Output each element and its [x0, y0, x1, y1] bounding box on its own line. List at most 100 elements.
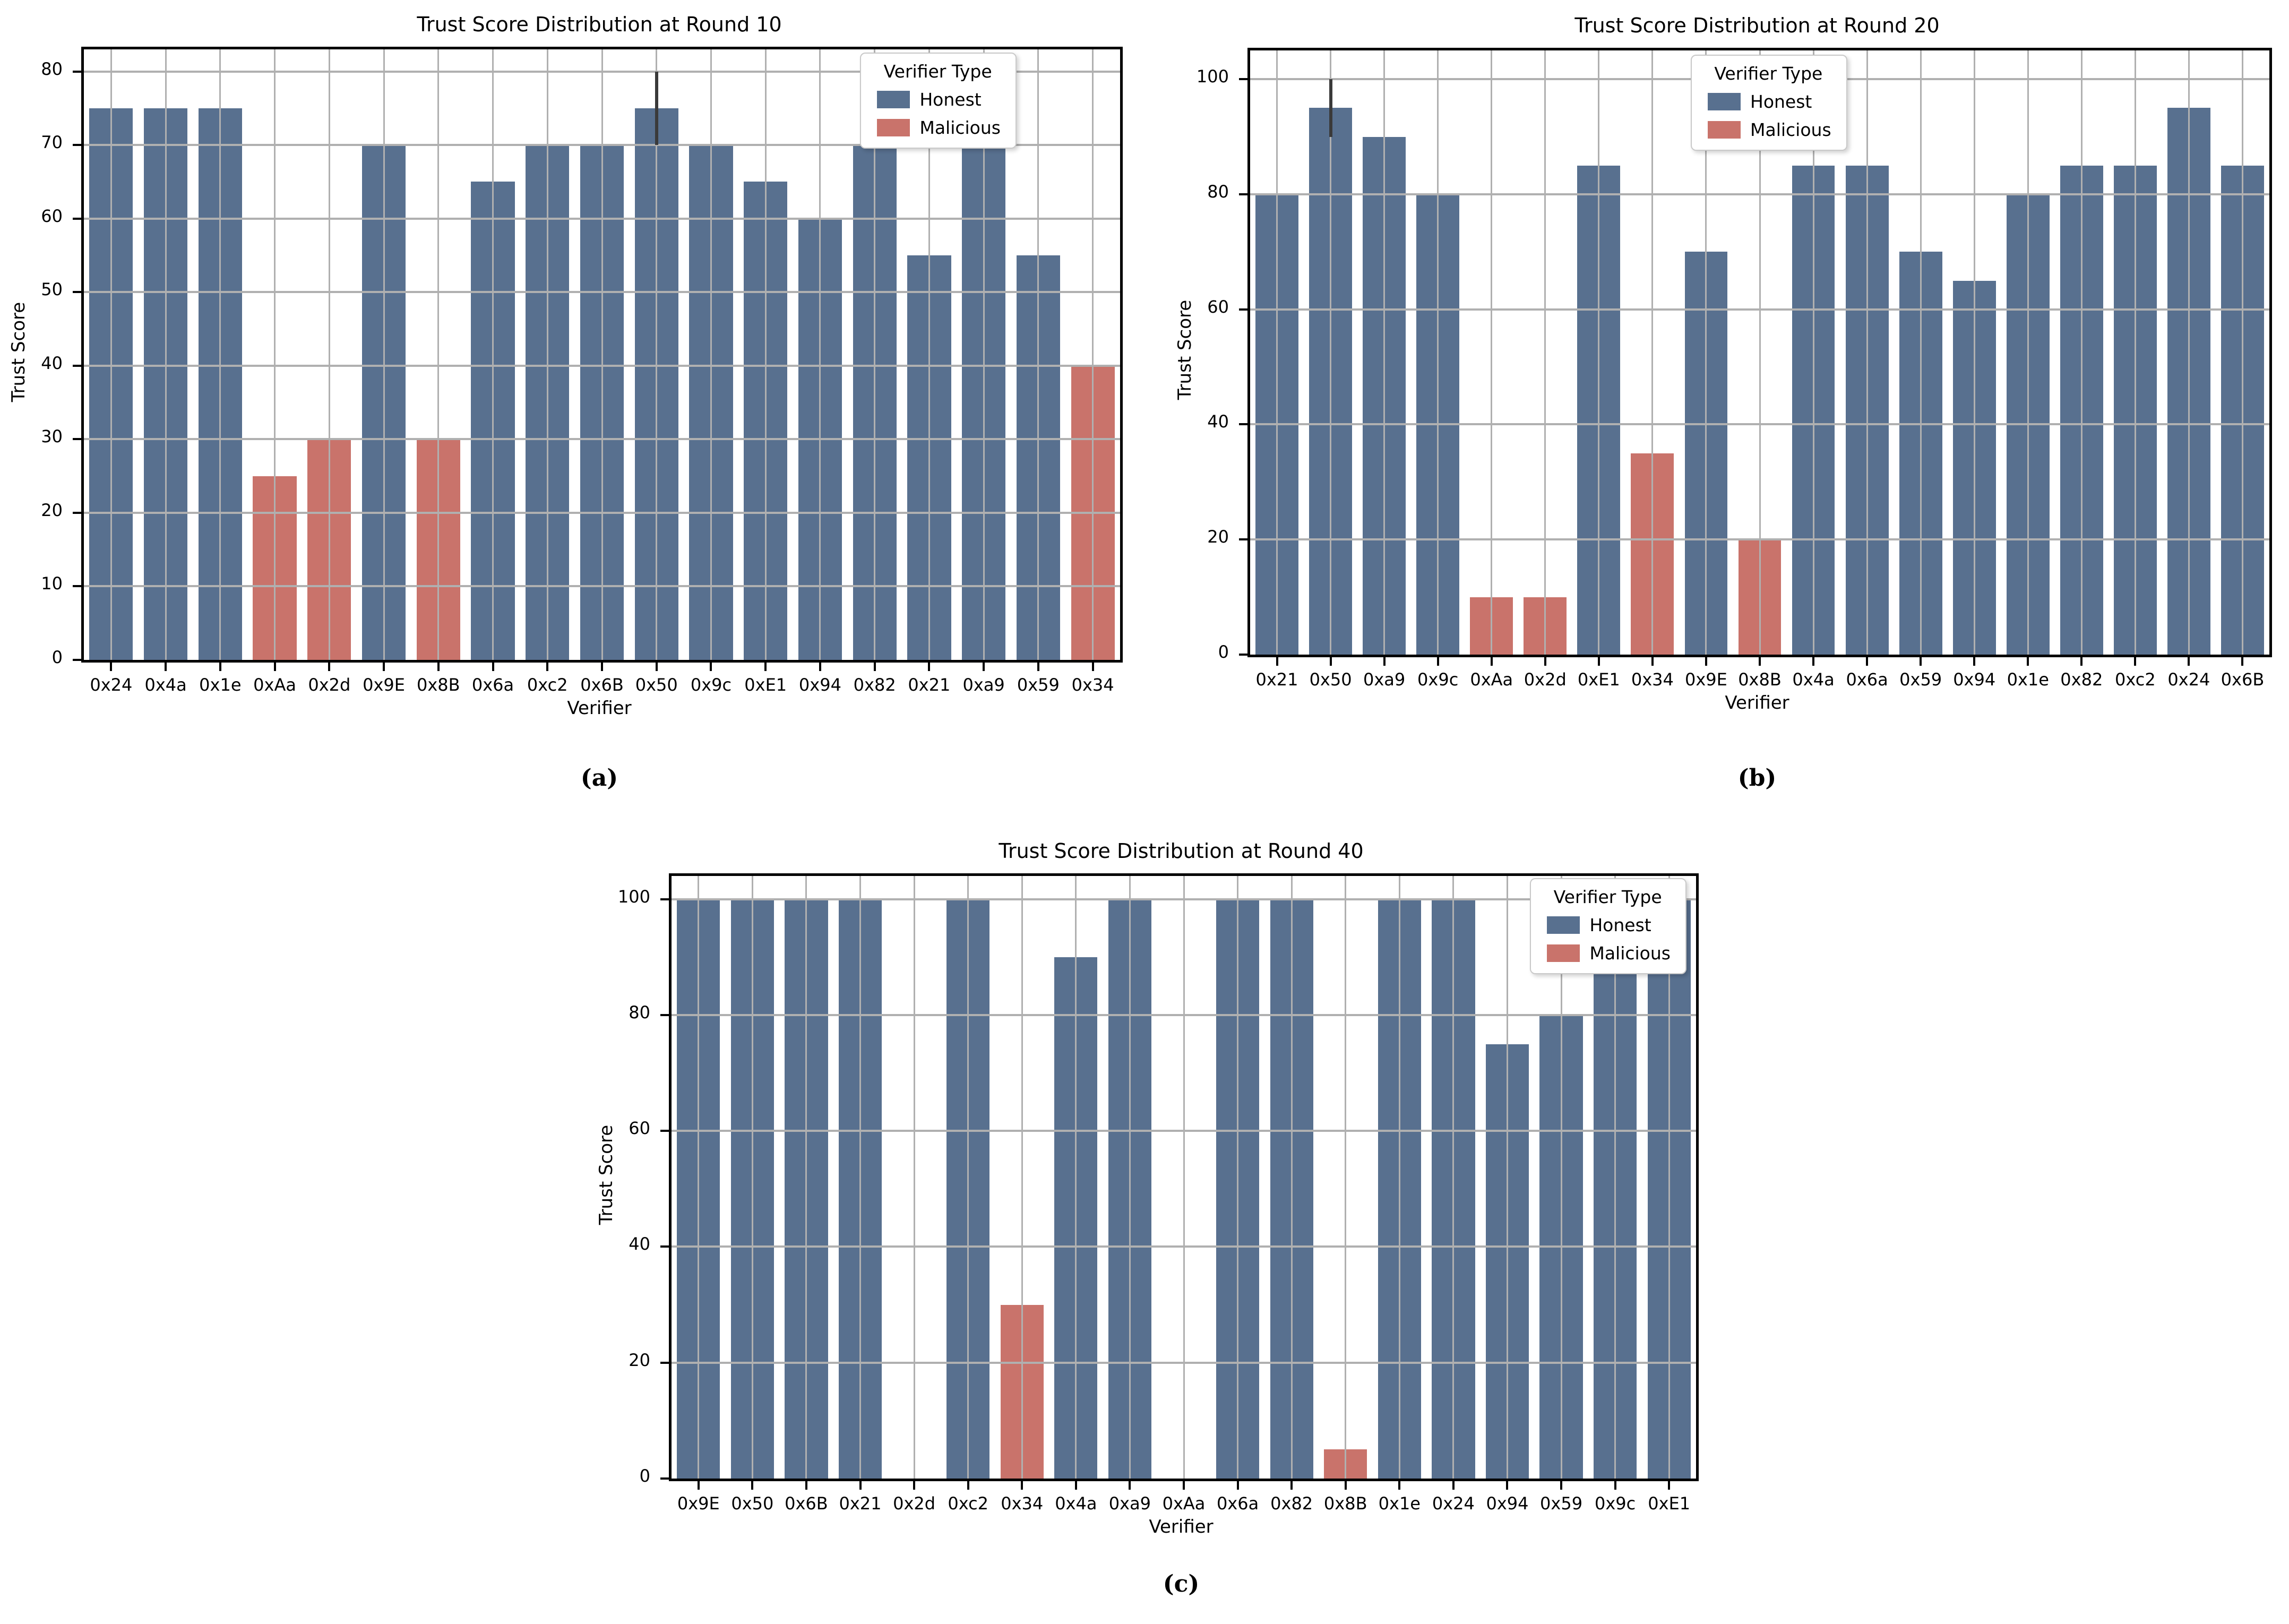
x-tick-mark	[1329, 657, 1332, 666]
vgrid-line	[1398, 876, 1400, 1479]
vgrid-line	[1092, 49, 1094, 660]
x-tick-label: 0x6B	[785, 1493, 828, 1514]
x-tick-mark	[697, 1481, 700, 1490]
legend: Verifier Type Honest Malicious	[1530, 878, 1686, 974]
x-tick-mark	[492, 663, 494, 671]
x-tick-mark	[805, 1481, 807, 1490]
vgrid-line	[1544, 50, 1546, 655]
x-tick-mark	[110, 663, 113, 671]
legend-label: Malicious	[919, 117, 1001, 138]
error-bar-0x50	[655, 71, 658, 145]
x-tick-label: 0x8B	[1738, 669, 1782, 690]
subfigure-caption-a: (a)	[580, 764, 618, 792]
vgrid-line	[1452, 876, 1455, 1479]
vgrid-line	[2080, 50, 2083, 655]
vgrid-line	[1330, 50, 1332, 655]
y-tick-mark	[73, 217, 81, 220]
x-tick-mark	[165, 663, 167, 671]
y-tick-label: 100	[617, 886, 650, 907]
y-tick-label: 60	[629, 1118, 650, 1139]
x-tick-label: 0x94	[1486, 1493, 1529, 1514]
y-tick-mark	[660, 1130, 669, 1132]
x-tick-label: 0x4a	[1055, 1493, 1097, 1514]
plot-area: Verifier Type Honest Malicious	[81, 47, 1123, 663]
vgrid-line	[1237, 876, 1239, 1479]
x-tick-label: 0x59	[1899, 669, 1942, 690]
legend-swatch-honest-icon	[1547, 916, 1580, 934]
y-axis-label: Trust Score	[596, 1124, 617, 1225]
vgrid-line	[1383, 50, 1386, 655]
y-tick-label: 0	[639, 1466, 650, 1486]
x-tick-mark	[1812, 657, 1815, 666]
x-tick-mark	[437, 663, 440, 671]
x-tick-label: 0x9c	[1595, 1493, 1636, 1514]
x-tick-mark	[1129, 1481, 1131, 1490]
error-bar-0x50	[1329, 79, 1332, 137]
vgrid-line	[2027, 50, 2029, 655]
x-tick-label: 0x94	[1953, 669, 1996, 690]
x-tick-mark	[1490, 657, 1493, 666]
vgrid-line	[274, 49, 276, 660]
x-tick-label: 0xa9	[962, 675, 1005, 695]
x-tick-label: 0x6B	[2221, 669, 2265, 690]
y-tick-label: 0	[1218, 642, 1229, 662]
vgrid-line	[1560, 876, 1562, 1479]
x-tick-label: 0x82	[853, 675, 896, 695]
vgrid-line	[874, 49, 876, 660]
x-tick-mark	[2027, 657, 2029, 666]
x-tick-mark	[1290, 1481, 1293, 1490]
x-tick-label: 0x9c	[690, 675, 732, 695]
y-tick-label: 40	[41, 353, 63, 373]
x-tick-mark	[2241, 657, 2244, 666]
x-tick-label: 0xa9	[1363, 669, 1406, 690]
y-tick-mark	[660, 1361, 669, 1364]
vgrid-line	[1759, 50, 1761, 655]
x-tick-label: 0x34	[1631, 669, 1674, 690]
x-tick-mark	[546, 663, 549, 671]
vgrid-line	[1037, 49, 1039, 660]
x-tick-mark	[751, 1481, 754, 1490]
vgrid-line	[1973, 50, 1975, 655]
x-tick-label: 0xc2	[527, 675, 568, 695]
vgrid-line	[1491, 50, 1493, 655]
vgrid-line	[1866, 50, 1868, 655]
x-tick-label: 0x2d	[308, 675, 351, 695]
x-tick-mark	[1705, 657, 1707, 666]
vgrid-line	[546, 49, 548, 660]
x-tick-label: 0xc2	[2115, 669, 2156, 690]
y-tick-mark	[73, 659, 81, 661]
x-tick-label: 0x4a	[144, 675, 187, 695]
legend-entry: Honest	[1547, 915, 1671, 935]
x-tick-label: 0xAa	[253, 675, 296, 695]
vgrid-line	[1614, 876, 1616, 1479]
vgrid-line	[1598, 50, 1600, 655]
vgrid-line	[698, 876, 700, 1479]
y-tick-label: 40	[629, 1234, 650, 1254]
x-tick-mark	[1614, 1481, 1616, 1490]
legend-label: Honest	[1750, 91, 1812, 112]
x-tick-mark	[1651, 657, 1654, 666]
x-tick-label: 0x59	[1540, 1493, 1583, 1514]
x-tick-label: 0x4a	[1792, 669, 1835, 690]
x-tick-label: 0x1e	[1378, 1493, 1421, 1514]
vgrid-line	[383, 49, 385, 660]
x-tick-label: 0xE1	[1648, 1493, 1691, 1514]
x-axis-label: Verifier	[567, 698, 632, 719]
x-tick-mark	[819, 663, 821, 671]
vgrid-line	[710, 49, 712, 660]
vgrid-line	[328, 49, 330, 660]
vgrid-line	[1920, 50, 1922, 655]
x-tick-mark	[1037, 663, 1039, 671]
vgrid-line	[1345, 876, 1347, 1479]
x-tick-label: 0x24	[1432, 1493, 1475, 1514]
x-tick-label: 0xE1	[1577, 669, 1620, 690]
x-tick-label: 0x59	[1017, 675, 1060, 695]
legend-entry: Malicious	[1708, 119, 1831, 140]
x-tick-label: 0x21	[908, 675, 951, 695]
vgrid-line	[219, 49, 221, 660]
x-tick-label: 0x50	[635, 675, 678, 695]
vgrid-line	[1705, 50, 1707, 655]
x-tick-mark	[1866, 657, 1869, 666]
legend-title: Verifier Type	[883, 61, 992, 82]
legend-entry: Malicious	[877, 117, 1001, 138]
